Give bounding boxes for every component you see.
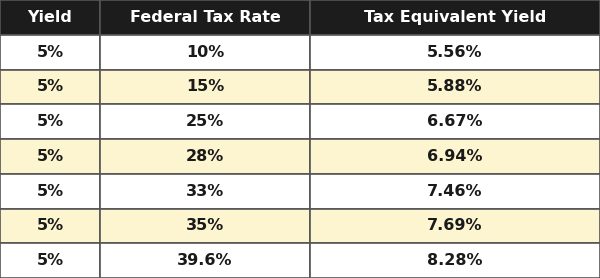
Bar [0, 139, 100, 174]
Bar [310, 139, 600, 174]
Bar [310, 104, 600, 139]
Bar [0, 70, 100, 104]
Text: 5.88%: 5.88% [427, 80, 483, 94]
Bar [100, 208, 310, 243]
Bar [0, 208, 100, 243]
Text: 5%: 5% [37, 45, 64, 59]
Text: 7.46%: 7.46% [427, 184, 483, 198]
Text: Federal Tax Rate: Federal Tax Rate [130, 10, 280, 25]
Text: 8.28%: 8.28% [427, 253, 483, 268]
Bar [310, 208, 600, 243]
Text: 35%: 35% [186, 219, 224, 233]
Text: 5%: 5% [37, 114, 64, 129]
Text: 5%: 5% [37, 219, 64, 233]
Bar [100, 243, 310, 278]
Text: 10%: 10% [186, 45, 224, 59]
Bar [310, 174, 600, 208]
Text: 33%: 33% [186, 184, 224, 198]
Bar [100, 174, 310, 208]
Bar [0, 174, 100, 208]
Text: 5%: 5% [37, 149, 64, 164]
Text: 28%: 28% [186, 149, 224, 164]
Bar [0, 0, 100, 35]
Text: 15%: 15% [186, 80, 224, 94]
Text: Tax Equivalent Yield: Tax Equivalent Yield [364, 10, 546, 25]
Text: 39.6%: 39.6% [177, 253, 233, 268]
Bar [310, 0, 600, 35]
Text: 25%: 25% [186, 114, 224, 129]
Bar [100, 104, 310, 139]
Text: 5%: 5% [37, 253, 64, 268]
Bar [310, 243, 600, 278]
Text: 5.56%: 5.56% [427, 45, 483, 59]
Bar [100, 35, 310, 70]
Bar [100, 139, 310, 174]
Bar [0, 243, 100, 278]
Bar [310, 70, 600, 104]
Text: 7.69%: 7.69% [427, 219, 483, 233]
Text: 5%: 5% [37, 80, 64, 94]
Bar [0, 35, 100, 70]
Text: 6.94%: 6.94% [427, 149, 483, 164]
Bar [100, 0, 310, 35]
Bar [0, 104, 100, 139]
Text: 6.67%: 6.67% [427, 114, 483, 129]
Text: Yield: Yield [28, 10, 73, 25]
Bar [100, 70, 310, 104]
Bar [310, 35, 600, 70]
Text: 5%: 5% [37, 184, 64, 198]
